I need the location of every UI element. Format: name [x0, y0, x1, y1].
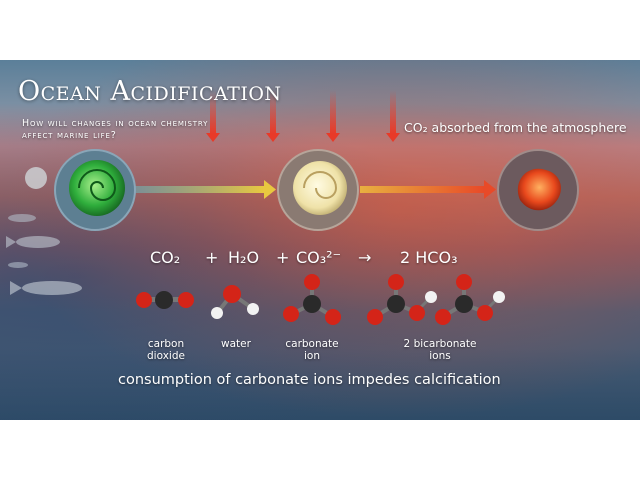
- weakening-shell-icon: [277, 149, 359, 231]
- eq-hco3: 2 HCO₃: [400, 248, 458, 267]
- co2-arrow-2-icon: [266, 90, 280, 142]
- h2o-molecule-icon: [211, 285, 259, 319]
- co2-arrow-1-icon: [206, 90, 220, 142]
- eq-co2: CO₂: [150, 248, 181, 267]
- plankton-icon: [25, 167, 47, 189]
- co3-molecule-icon: [283, 274, 341, 325]
- dissolving-shell-icon: [497, 149, 579, 231]
- eq-plus-1: +: [205, 248, 219, 267]
- co2-arrow-4-icon: [386, 90, 400, 142]
- eq-arrow: →: [358, 248, 372, 267]
- hco3-molecule-1-icon: [367, 274, 437, 325]
- fish-school: [6, 214, 82, 295]
- label-water: water: [221, 338, 251, 350]
- eq-co3: CO₃²⁻: [296, 248, 342, 267]
- eq-plus-2: +: [276, 248, 290, 267]
- page-title: Ocean Acidification: [18, 76, 282, 107]
- footer-caption: consumption of carbonate ions impedes ca…: [118, 372, 501, 388]
- page-subtitle: How will changes in ocean chemistry affe…: [22, 118, 209, 141]
- progression-arrow-1: [126, 180, 276, 199]
- co2-arrow-3-icon: [326, 90, 340, 142]
- progression-arrow-2: [360, 180, 496, 199]
- label-carbon-dioxide: carbon dioxide: [147, 338, 185, 362]
- label-carbonate-ion: carbonate ion: [285, 338, 339, 362]
- eq-h2o: H₂O: [228, 248, 260, 267]
- co2-absorbed-label: CO₂ absorbed from the atmosphere: [404, 120, 627, 135]
- hco3-molecule-2-icon: [435, 274, 505, 325]
- illustration-layer: [6, 149, 579, 325]
- healthy-shell-icon: [54, 149, 136, 231]
- co2-molecule-icon: [136, 291, 194, 309]
- label-bicarbonate-ions: 2 bicarbonate ions: [403, 338, 477, 362]
- ocean-acidification-infographic: Ocean Acidification How will changes in …: [0, 60, 640, 420]
